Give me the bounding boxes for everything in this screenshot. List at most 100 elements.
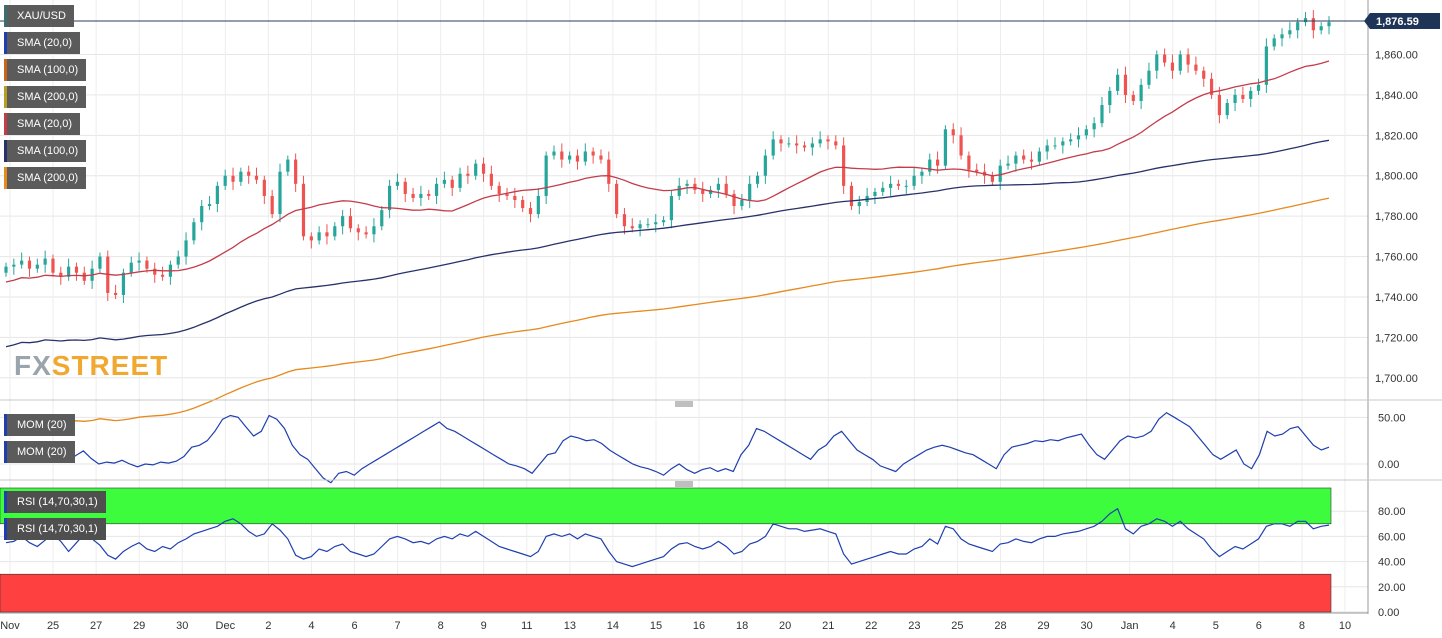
candle-body <box>990 175 994 182</box>
candle-body <box>677 185 681 196</box>
main-legend-item[interactable]: SMA (20,0) <box>4 32 81 54</box>
x-tick-label: 8 <box>1299 620 1305 632</box>
x-tick-label: 30 <box>176 620 188 632</box>
price-tick-label: 1,840.00 <box>1375 90 1418 102</box>
candle-body <box>818 139 822 144</box>
main-legend-item[interactable]: SMA (100,0) <box>4 59 87 81</box>
candle-body <box>1092 123 1096 130</box>
rsi-legend-item[interactable]: RSI (14,70,30,1) <box>4 518 106 540</box>
candle-body <box>701 189 705 194</box>
candle-body <box>505 193 509 196</box>
candle-body <box>748 183 752 200</box>
candle-body <box>1319 26 1323 31</box>
candle-body <box>943 129 948 166</box>
candle-body <box>575 155 580 162</box>
price-tick-label: 1,780.00 <box>1375 211 1418 223</box>
candle-body <box>333 226 337 237</box>
x-tick-label: 10 <box>1339 620 1351 632</box>
last-price-badge-arrow <box>1364 12 1370 29</box>
watermark-street: STREET <box>51 350 169 381</box>
candle-body <box>1186 54 1190 65</box>
candle-body <box>615 183 619 215</box>
candle-body <box>661 220 666 223</box>
candle-body <box>536 195 540 215</box>
candle-body <box>481 163 486 174</box>
x-tick-label: 14 <box>607 620 619 632</box>
candle-body <box>928 159 932 172</box>
candle-body <box>20 260 24 265</box>
candle-body <box>317 232 321 241</box>
candle-body <box>552 151 556 156</box>
candle-body <box>466 173 470 176</box>
rsi-tick-label: 80.00 <box>1378 506 1406 518</box>
candle-body <box>301 183 306 237</box>
candle-body <box>607 159 611 184</box>
candle-body <box>1022 155 1026 160</box>
candle-body <box>160 274 165 277</box>
candle-body <box>129 262 133 273</box>
candle-body <box>286 159 290 172</box>
x-tick-label: 2 <box>265 620 271 632</box>
candle-body <box>411 193 415 198</box>
candle-body <box>325 232 329 237</box>
candle-body <box>231 175 235 182</box>
candle-body <box>395 181 400 186</box>
candle-body <box>716 183 720 190</box>
x-tick-label: 8 <box>438 620 444 632</box>
candle-body <box>646 224 650 226</box>
candle-body <box>67 266 71 277</box>
rsi-tick-label: 20.00 <box>1378 582 1406 594</box>
candle-body <box>1217 94 1222 116</box>
last-price-label: 1,876.59 <box>1376 16 1419 28</box>
mom-legend-item[interactable]: MOM (20) <box>4 414 75 436</box>
candle-body <box>560 151 564 160</box>
candle-body <box>732 193 736 207</box>
candle-body <box>184 240 188 257</box>
candle-body <box>1123 74 1128 95</box>
candle-body <box>904 185 908 187</box>
candle-body <box>239 171 243 182</box>
candle-body <box>309 236 313 241</box>
x-tick-label: Dec <box>216 620 236 632</box>
price-tick-label: 1,720.00 <box>1375 332 1418 344</box>
candle-body <box>12 264 16 267</box>
candle-body <box>450 179 454 188</box>
x-tick-label: 20 <box>779 620 791 632</box>
candle-body <box>998 165 1002 182</box>
mom-legend-item[interactable]: MOM (20) <box>4 441 75 463</box>
fxstreet-watermark: FXSTREET <box>14 350 168 382</box>
x-tick-label: 7 <box>395 620 401 632</box>
candle-body <box>740 199 744 207</box>
candle-body <box>544 155 548 196</box>
main-legend-item[interactable]: XAU/USD <box>4 5 74 27</box>
candle-body <box>1303 18 1308 23</box>
candle-body <box>638 224 642 229</box>
rsi-legend-item[interactable]: RSI (14,70,30,1) <box>4 491 106 513</box>
x-tick-label: 6 <box>1256 620 1262 632</box>
watermark-fx: FX <box>14 350 52 381</box>
momentum-line <box>5 411 1330 484</box>
candle-body <box>1170 62 1175 71</box>
candle-body <box>1139 84 1143 101</box>
candle-body <box>458 173 462 188</box>
candle-body <box>599 155 603 160</box>
candle-body <box>4 266 8 273</box>
main-legend-item[interactable]: SMA (20,0) <box>4 113 81 135</box>
main-legend-item[interactable]: SMA (200,0) <box>4 86 87 108</box>
candle-body <box>1147 70 1151 85</box>
sma-20-line <box>5 60 1330 283</box>
x-tick-label: Nov <box>0 620 20 632</box>
candle-body <box>403 181 407 194</box>
x-tick-label: 5 <box>1213 620 1219 632</box>
candle-body <box>442 179 446 184</box>
main-legend-item[interactable]: SMA (100,0) <box>4 140 87 162</box>
main-legend-item[interactable]: SMA (200,0) <box>4 167 87 189</box>
candle-body <box>528 208 533 215</box>
price-tick-label: 1,700.00 <box>1375 373 1418 385</box>
candle-body <box>270 195 274 215</box>
candle-body <box>1116 74 1120 91</box>
sma-200-line <box>5 197 1330 429</box>
candle-body <box>192 222 196 241</box>
candle-body <box>153 268 157 275</box>
